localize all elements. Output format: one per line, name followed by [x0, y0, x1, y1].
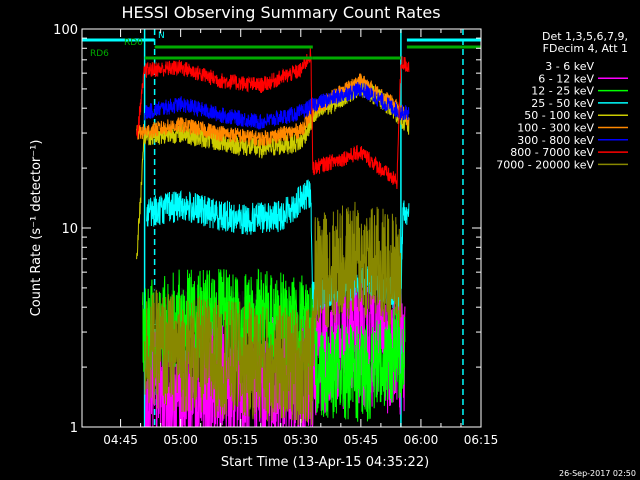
- x-tick-label: 06:00: [404, 433, 439, 447]
- x-tick-label: 04:45: [103, 433, 138, 447]
- legend-header-line-2: FDecim 4, Att 1: [543, 42, 628, 55]
- legend-entry-label: 3 - 6 keV: [545, 60, 594, 73]
- axis-ticks: 04:45 05:00 05:15 05:30 05:45 06:00 06:15 1 10 10…: [53, 23, 498, 447]
- legend-entry-label: 300 - 800 keV: [517, 134, 594, 147]
- chart-title: HESSI Observing Summary Count Rates: [121, 3, 440, 22]
- legend-entry-label: 7000 - 20000 keV: [496, 158, 594, 171]
- x-tick-label: 05:45: [344, 433, 379, 447]
- y-axis-label: Count Rate (s⁻¹ detector⁻¹): [29, 140, 44, 317]
- flag-label: RD0: [124, 38, 143, 48]
- legend-entry-label: 800 - 7000 keV: [510, 146, 594, 159]
- series-line: [136, 73, 410, 147]
- x-tick-label: 05:15: [223, 433, 258, 447]
- legend-header-line-1: Det 1,3,5,6,7,9,: [542, 30, 628, 43]
- series-line: [136, 46, 410, 190]
- series-line: [144, 201, 402, 426]
- x-tick-label: 05:30: [283, 433, 318, 447]
- series-line: [144, 81, 410, 130]
- flag-label: RD6: [90, 49, 109, 59]
- series-line: [142, 268, 406, 422]
- series-line: [136, 75, 410, 260]
- y-tick-label: 1: [70, 421, 78, 436]
- flag-label: N: [158, 31, 165, 41]
- plot-data: N RD0 RD6: [82, 29, 481, 428]
- legend-entry-label: 100 - 300 keV: [517, 122, 594, 135]
- legend-entry-label: 12 - 25 keV: [531, 85, 594, 98]
- generated-timestamp: 26-Sep-2017 02:50: [559, 469, 636, 478]
- legend: Det 1,3,5,6,7,9, FDecim 4, Att 1 3 - 6 k…: [496, 30, 628, 171]
- x-tick-label: 05:00: [163, 433, 198, 447]
- y-tick-label: 100: [53, 23, 78, 38]
- legend-entry-label: 6 - 12 keV: [538, 72, 594, 85]
- legend-entry-label: 50 - 100 keV: [524, 109, 594, 122]
- x-axis-label: Start Time (13-Apr-15 04:35:22): [221, 455, 429, 470]
- legend-entry-label: 25 - 50 keV: [531, 97, 594, 110]
- x-tick-label: 06:15: [464, 433, 499, 447]
- y-tick-label: 10: [61, 222, 78, 237]
